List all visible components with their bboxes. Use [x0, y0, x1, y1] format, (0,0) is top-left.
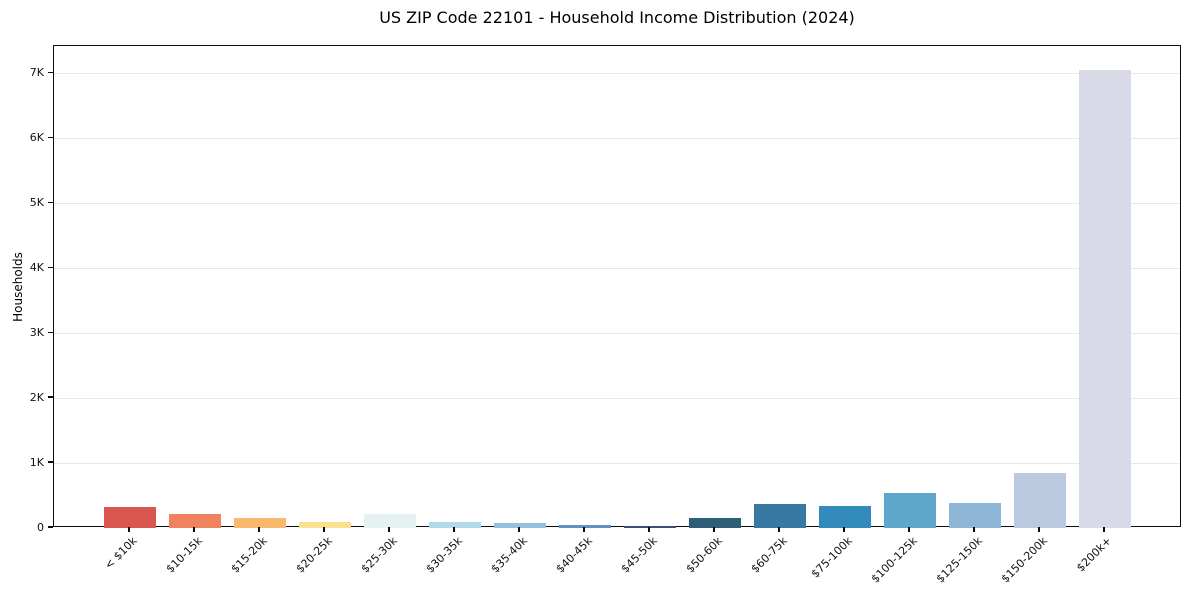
bar-30-35k [429, 522, 481, 528]
y-tick-mark [48, 71, 53, 73]
y-tick-mark [48, 461, 53, 463]
bar-10k [104, 507, 156, 528]
x-tick-mark [323, 527, 325, 532]
bar-125-150k [949, 502, 1001, 528]
x-tick-mark [518, 527, 520, 532]
bar-50-60k [689, 517, 741, 528]
y-tick-label-2K: 2K [29, 390, 44, 404]
gridline-7K [54, 72, 1180, 74]
y-tick-mark [48, 396, 53, 398]
chart-title: US ZIP Code 22101 - Household Income Dis… [379, 8, 855, 27]
bar-20-25k [299, 522, 351, 528]
x-tick-label-60-75k: $60-75k [748, 534, 790, 576]
gridline-6K [54, 137, 1180, 139]
x-tick-label-125-150k: $125-150k [933, 534, 985, 586]
gridline-5K [54, 202, 1180, 204]
y-tick-label-3K: 3K [29, 325, 44, 339]
y-tick-label-4K: 4K [29, 260, 44, 274]
x-tick-mark [453, 527, 455, 532]
x-tick-label-50-60k: $50-60k [683, 534, 725, 576]
plot-area [53, 45, 1181, 528]
gridline-2K [54, 397, 1180, 399]
x-tick-mark [193, 527, 195, 532]
gridline-1K [54, 462, 1180, 464]
x-tick-label-20-25k: $20-25k [293, 534, 335, 576]
y-tick-label-7K: 7K [29, 65, 44, 79]
x-tick-label-10-15k: $10-15k [163, 534, 205, 576]
x-tick-label-25-30k: $25-30k [358, 534, 400, 576]
x-tick-mark [778, 527, 780, 532]
bar-100-125k [884, 492, 936, 528]
gridline-3K [54, 332, 1180, 334]
x-tick-label-40-45k: $40-45k [553, 534, 595, 576]
y-tick-mark [48, 331, 53, 333]
x-tick-label-45-50k: $45-50k [618, 534, 660, 576]
y-tick-mark [48, 201, 53, 203]
bar-15-20k [234, 518, 286, 528]
y-tick-label-5K: 5K [29, 195, 44, 209]
x-tick-mark [648, 527, 650, 532]
bar-40-45k [559, 524, 611, 528]
x-tick-label-200k: $200k+ [1074, 534, 1115, 575]
bar-150-200k [1014, 472, 1066, 528]
y-tick-label-6K: 6K [29, 130, 44, 144]
x-tick-label-15-20k: $15-20k [228, 534, 270, 576]
x-tick-mark [1038, 527, 1040, 532]
x-tick-label-10k: < $10k [101, 534, 140, 572]
x-tick-mark [583, 527, 585, 532]
x-tick-mark [843, 527, 845, 532]
x-tick-mark [128, 527, 130, 532]
x-tick-mark [973, 527, 975, 532]
y-tick-mark [48, 136, 53, 138]
y-tick-label-1K: 1K [29, 455, 44, 469]
x-tick-mark [908, 527, 910, 532]
y-tick-mark [48, 526, 53, 528]
bar-10-15k [169, 513, 221, 528]
y-tick-label-0: 0 [37, 520, 44, 534]
bar-200k [1079, 70, 1131, 528]
x-tick-mark [713, 527, 715, 532]
x-tick-label-150-200k: $150-200k [998, 534, 1050, 586]
x-tick-label-35-40k: $35-40k [488, 534, 530, 576]
bar-35-40k [494, 523, 546, 528]
x-tick-label-75-100k: $75-100k [808, 534, 855, 581]
x-tick-label-100-125k: $100-125k [868, 534, 920, 586]
y-tick-mark [48, 266, 53, 268]
bar-75-100k [819, 505, 871, 528]
x-tick-mark [1103, 527, 1105, 532]
y-axis-label: Households [11, 252, 25, 322]
bar-60-75k [754, 503, 806, 528]
x-tick-mark [258, 527, 260, 532]
x-tick-mark [388, 527, 390, 532]
x-tick-label-30-35k: $30-35k [423, 534, 465, 576]
gridline-4K [54, 267, 1180, 269]
bar-45-50k [624, 526, 676, 528]
bar-25-30k [364, 514, 416, 528]
